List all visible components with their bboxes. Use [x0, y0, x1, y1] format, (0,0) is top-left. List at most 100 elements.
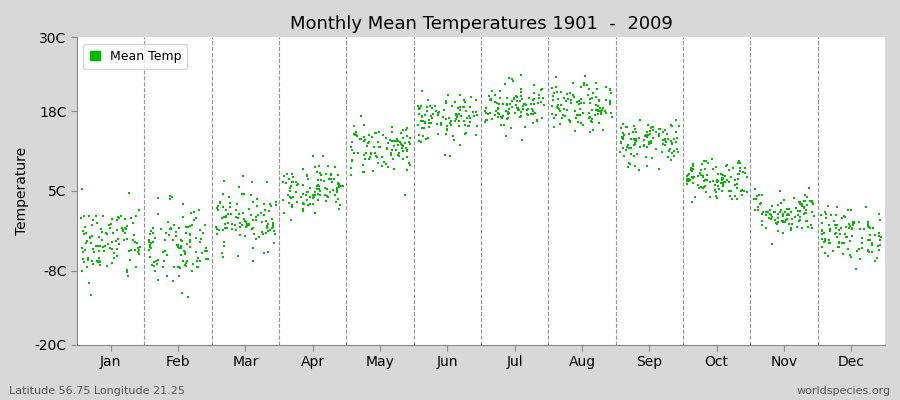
Point: [784, 226, 798, 233]
Point: [242, 222, 256, 228]
Point: [695, 161, 709, 167]
Point: [174, 237, 188, 244]
Point: [806, 201, 820, 208]
Point: [284, 202, 299, 208]
Point: [191, 255, 205, 262]
Point: [840, 234, 854, 240]
Point: [391, 136, 405, 142]
Point: [816, 239, 831, 245]
Point: [130, 240, 145, 246]
Point: [843, 223, 858, 229]
Point: [748, 207, 762, 214]
Point: [716, 176, 731, 182]
Point: [286, 173, 301, 180]
Point: [266, 216, 280, 222]
Point: [803, 198, 817, 204]
Point: [325, 179, 339, 185]
Point: [83, 235, 97, 241]
Point: [239, 222, 254, 229]
Point: [868, 232, 882, 238]
Point: [377, 159, 392, 166]
Point: [505, 98, 519, 104]
Point: [319, 170, 333, 177]
Point: [113, 213, 128, 219]
Point: [356, 138, 371, 144]
Point: [179, 224, 194, 230]
Point: [82, 280, 96, 286]
Point: [347, 131, 362, 138]
Point: [425, 115, 439, 121]
Point: [120, 267, 134, 273]
Point: [800, 218, 814, 225]
Point: [458, 108, 473, 114]
Point: [488, 92, 502, 98]
Point: [625, 136, 639, 142]
Point: [175, 245, 189, 251]
Point: [165, 194, 179, 200]
Point: [224, 226, 238, 232]
Point: [865, 240, 879, 246]
Point: [356, 168, 371, 175]
Point: [574, 100, 589, 106]
Point: [638, 132, 652, 139]
Point: [421, 97, 436, 104]
Point: [551, 105, 565, 111]
Point: [383, 150, 398, 157]
Point: [469, 109, 483, 116]
Point: [176, 247, 191, 254]
Point: [197, 248, 211, 254]
Point: [310, 183, 325, 190]
Point: [310, 169, 324, 176]
Point: [869, 255, 884, 261]
Point: [166, 278, 180, 284]
Point: [85, 222, 99, 228]
Point: [627, 137, 642, 143]
Point: [821, 202, 835, 209]
Point: [77, 230, 92, 237]
Point: [696, 184, 710, 191]
Point: [590, 80, 604, 86]
Point: [681, 175, 696, 182]
Point: [399, 127, 413, 133]
Point: [790, 224, 805, 230]
Point: [444, 121, 458, 128]
Point: [454, 113, 468, 120]
Point: [374, 163, 389, 169]
Point: [392, 150, 406, 156]
Point: [483, 97, 498, 103]
Point: [359, 150, 374, 156]
Point: [801, 224, 815, 230]
Point: [593, 104, 608, 111]
Point: [832, 244, 847, 250]
Point: [860, 204, 874, 210]
Point: [513, 98, 527, 104]
Point: [145, 262, 159, 268]
Point: [348, 131, 363, 138]
Point: [510, 107, 525, 113]
Point: [216, 204, 230, 210]
Point: [763, 207, 778, 213]
Point: [613, 139, 627, 146]
Point: [806, 212, 821, 219]
Point: [143, 228, 157, 234]
Point: [266, 228, 281, 234]
Point: [605, 114, 619, 120]
Point: [233, 232, 248, 238]
Point: [829, 212, 843, 218]
Point: [685, 199, 699, 206]
Point: [244, 192, 258, 198]
Point: [638, 154, 652, 160]
Point: [572, 112, 586, 119]
Point: [768, 209, 782, 216]
Point: [310, 191, 325, 198]
Point: [500, 116, 515, 122]
Point: [632, 166, 646, 173]
Point: [692, 184, 706, 191]
Point: [814, 227, 829, 234]
Point: [720, 162, 734, 168]
Point: [855, 245, 869, 252]
Point: [193, 258, 207, 265]
Point: [680, 172, 695, 179]
Point: [111, 236, 125, 242]
Point: [118, 230, 132, 236]
